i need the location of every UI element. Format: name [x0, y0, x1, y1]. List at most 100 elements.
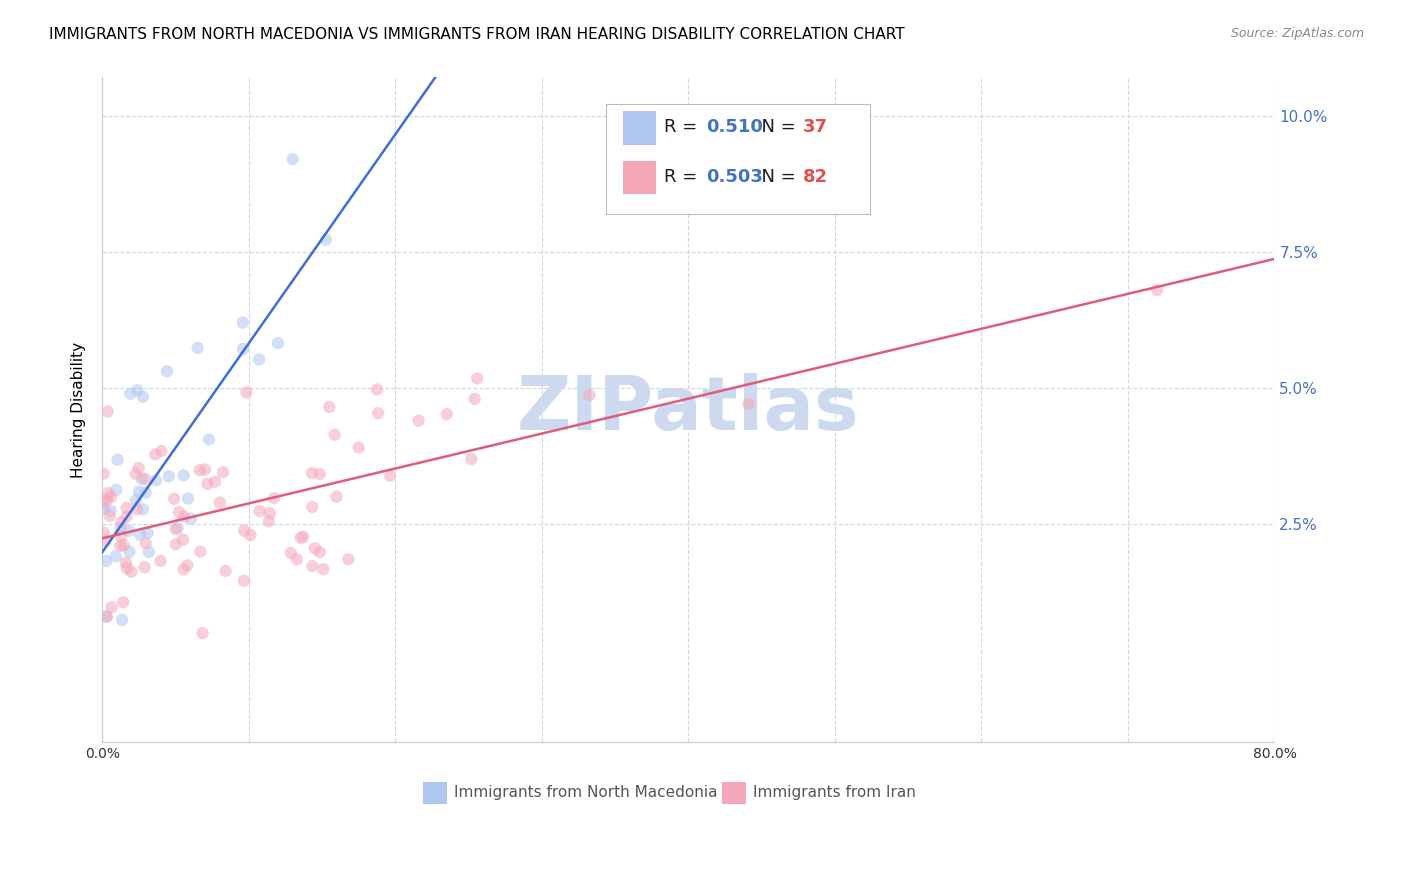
Point — [156, 364, 179, 378]
Point — [115, 561, 138, 575]
Point — [134, 560, 156, 574]
Point — [366, 383, 388, 397]
Point — [188, 544, 211, 558]
Point — [465, 371, 488, 385]
Point — [214, 564, 236, 578]
Text: Immigrants from Iran: Immigrants from Iran — [752, 785, 915, 800]
Text: R =: R = — [664, 169, 703, 186]
Point — [173, 562, 195, 576]
Point — [308, 467, 330, 481]
Point — [138, 545, 160, 559]
Point — [120, 386, 142, 401]
Point — [301, 500, 323, 514]
Point — [257, 514, 280, 528]
Point — [308, 545, 330, 559]
Point — [93, 495, 115, 509]
Text: Source: ZipAtlas.com: Source: ZipAtlas.com — [1230, 27, 1364, 40]
Point — [172, 533, 194, 547]
Point — [408, 414, 430, 428]
Point — [267, 336, 290, 351]
Point — [118, 524, 141, 538]
Point — [301, 466, 323, 480]
Point — [378, 468, 401, 483]
Text: R =: R = — [664, 119, 703, 136]
Point — [110, 529, 132, 543]
Point — [436, 407, 458, 421]
Point — [128, 461, 150, 475]
Point — [96, 609, 118, 624]
Point — [143, 448, 166, 462]
Point — [247, 352, 270, 367]
FancyBboxPatch shape — [623, 161, 655, 194]
Point — [173, 509, 195, 524]
FancyBboxPatch shape — [606, 104, 870, 214]
Point — [737, 397, 759, 411]
Point — [163, 491, 186, 506]
Point — [232, 316, 254, 330]
Point — [347, 441, 370, 455]
Point — [110, 539, 132, 553]
Point — [98, 508, 121, 523]
Point — [176, 558, 198, 573]
Point — [1146, 283, 1168, 297]
Point — [94, 534, 117, 549]
Point — [115, 556, 138, 570]
Point — [259, 506, 281, 520]
Point — [263, 491, 285, 505]
Point — [97, 486, 120, 500]
Point — [120, 565, 142, 579]
Point — [107, 452, 129, 467]
Point — [292, 530, 315, 544]
Point — [464, 392, 486, 406]
Point — [124, 467, 146, 481]
FancyBboxPatch shape — [623, 112, 655, 145]
Point — [177, 491, 200, 506]
Point — [93, 501, 115, 516]
Point — [167, 505, 190, 519]
Point — [180, 511, 202, 525]
Point — [367, 406, 389, 420]
Point — [132, 390, 155, 404]
Point — [233, 524, 256, 538]
Point — [100, 600, 122, 615]
Point — [165, 537, 187, 551]
Point — [135, 536, 157, 550]
Point — [129, 528, 152, 542]
Point — [93, 467, 115, 481]
Text: N =: N = — [751, 169, 801, 186]
Point — [96, 492, 118, 507]
Point — [208, 495, 231, 509]
Point — [157, 469, 180, 483]
Point — [105, 483, 128, 497]
Point — [239, 528, 262, 542]
Point — [134, 472, 156, 486]
Point — [112, 595, 135, 609]
Point — [127, 383, 149, 397]
Point — [93, 525, 115, 540]
Point — [281, 152, 304, 166]
Point — [115, 509, 138, 524]
Point — [232, 342, 254, 356]
Point — [290, 531, 312, 545]
Y-axis label: Hearing Disability: Hearing Disability — [72, 342, 86, 478]
Point — [150, 443, 173, 458]
Text: Immigrants from North Macedonia: Immigrants from North Macedonia — [454, 785, 717, 800]
Point — [96, 554, 118, 568]
Text: 0.510: 0.510 — [706, 119, 763, 136]
FancyBboxPatch shape — [723, 782, 745, 804]
Point — [111, 613, 134, 627]
Point — [97, 404, 120, 418]
Point — [233, 574, 256, 588]
Point — [304, 541, 326, 556]
Point — [198, 433, 221, 447]
Point — [315, 233, 337, 247]
Point — [191, 626, 214, 640]
Point — [104, 549, 127, 564]
Point — [188, 463, 211, 477]
Text: 37: 37 — [803, 119, 828, 136]
Point — [110, 515, 132, 529]
Point — [132, 502, 155, 516]
Point — [165, 522, 187, 536]
Point — [118, 545, 141, 559]
Point — [235, 385, 257, 400]
